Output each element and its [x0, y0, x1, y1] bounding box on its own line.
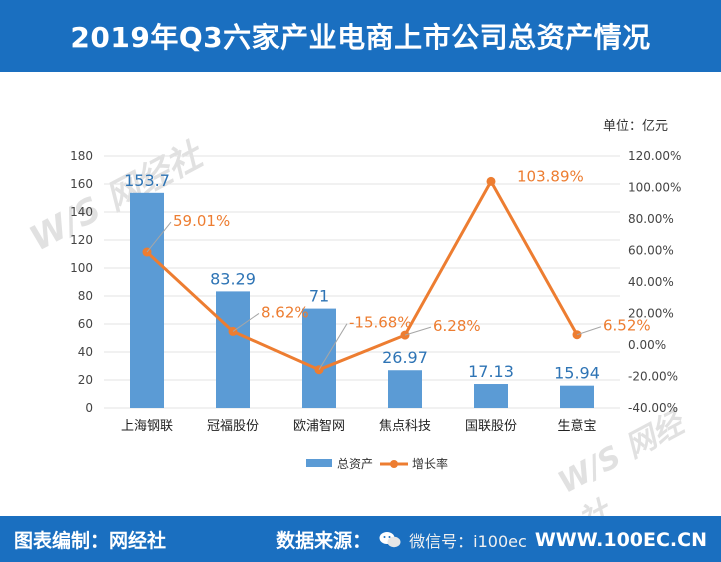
y-right-tick-label: 120.00% [628, 149, 681, 163]
bar [302, 308, 336, 408]
legend-label-line: 增长率 [412, 456, 448, 471]
y-left-tick-label: 40 [78, 345, 93, 359]
line-value-label: 59.01% [173, 212, 230, 230]
y-left-tick-label: 140 [70, 205, 93, 219]
line-value-label: -15.68% [349, 314, 412, 332]
x-tick-label: 国联股份 [465, 419, 517, 434]
y-left-tick-label: 80 [78, 289, 93, 303]
line-value-label: 6.28% [433, 317, 481, 335]
bar-value-label: 71 [309, 287, 329, 306]
y-left-tick-label: 120 [70, 233, 93, 247]
wechat-overlay-text: 微信号：i100ec [409, 531, 527, 551]
leader-line [576, 326, 602, 336]
bar-value-label: 17.13 [468, 362, 514, 381]
y-right-tick-label: 80.00% [628, 212, 674, 226]
bar [560, 385, 594, 408]
leader-line [232, 313, 260, 332]
chart-svg: 单位：亿元 0 20 40 60 80 100 120 140 160 180 -40.00% -20.… [70, 119, 681, 471]
bar [130, 192, 164, 408]
leader-line [318, 323, 348, 370]
line-value-label: 6.52% [603, 317, 651, 335]
footer-bar: 图表编制：网经社 数据来源： 微信号：i100ec WWW.100EC.CN [0, 516, 721, 562]
x-tick-label: 欧浦智网 [293, 419, 345, 434]
x-tick-label: 生意宝 [557, 418, 596, 434]
y-left-tick-label: 20 [78, 373, 93, 387]
y-left-tick-label: 180 [70, 149, 93, 163]
y-left-tick-label: 60 [78, 317, 93, 331]
line-value-label: 103.89% [517, 167, 584, 185]
y-left-tick-label: 100 [70, 261, 93, 275]
line-series [145, 178, 579, 372]
footer-source-url: WWW.100EC.CN [534, 528, 707, 551]
wechat-icon [379, 531, 401, 547]
line-value-label: 8.62% [261, 303, 309, 321]
leader-line [404, 326, 432, 336]
leader-line [146, 221, 172, 253]
line-point [486, 176, 496, 186]
y-right-tick-label: 100.00% [628, 181, 681, 195]
y-right-tick-label: -20.00% [628, 370, 678, 384]
bar-value-label: 83.29 [210, 269, 256, 288]
legend-swatch-bar [306, 459, 332, 467]
chart-title-bar: 2019年Q3六家产业电商上市公司总资产情况 [0, 0, 721, 72]
footer-source: 数据来源： 微信号：i100ec WWW.100EC.CN [276, 526, 707, 553]
x-tick-label: 冠福股份 [207, 419, 259, 434]
x-tick-label: 焦点科技 [379, 419, 431, 434]
bar-value-label: 26.97 [382, 348, 428, 367]
unit-label: 单位：亿元 [603, 119, 668, 134]
chart-area: 单位：亿元 0 20 40 60 80 100 120 140 160 180 -40.00% -20.… [0, 72, 721, 516]
footer-source-label: 数据来源： [276, 530, 372, 552]
chart-title: 2019年Q3六家产业电商上市公司总资产情况 [70, 21, 651, 54]
y-right-tick-label: 20.00% [628, 307, 674, 321]
y-right-tick-label: -40.00% [628, 401, 678, 415]
legend-swatch-dot [390, 460, 398, 468]
bar-value-label: 153.7 [124, 171, 170, 190]
y-right-tick-label: 40.00% [628, 275, 674, 289]
bar [474, 384, 508, 408]
bar-value-label: 15.94 [554, 364, 600, 383]
x-tick-label: 上海钢联 [121, 419, 173, 434]
legend-label-bar: 总资产 [337, 457, 373, 471]
bar [388, 370, 422, 408]
bar [216, 291, 250, 408]
y-left-tick-label: 0 [85, 401, 93, 415]
footer-credit: 图表编制：网经社 [14, 530, 167, 552]
y-left-tick-label: 160 [70, 177, 93, 191]
y-right-tick-label: 60.00% [628, 244, 674, 258]
y-right-tick-label: 0.00% [628, 338, 666, 352]
